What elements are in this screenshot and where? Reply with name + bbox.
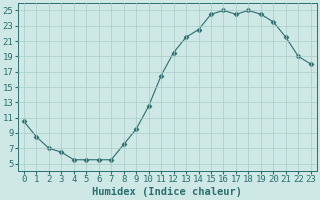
X-axis label: Humidex (Indice chaleur): Humidex (Indice chaleur): [92, 187, 242, 197]
